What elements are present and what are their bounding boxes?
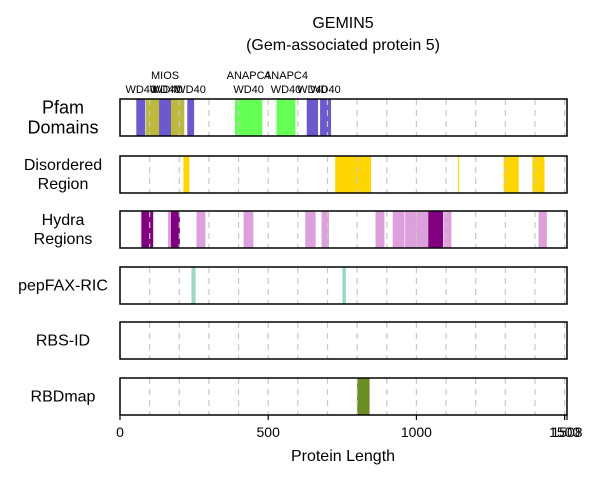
track-frame	[119, 266, 568, 305]
track-segment	[136, 99, 146, 136]
track-segment	[306, 99, 319, 136]
domain-label: WD40	[297, 84, 328, 96]
track-label: RBS-ID	[36, 333, 90, 350]
track-segment	[405, 211, 417, 248]
track-segment	[170, 211, 180, 248]
track-label-line: RBDmap	[31, 389, 96, 406]
track-label-line: Hydra	[42, 212, 85, 229]
track-label: Disordered Region	[24, 157, 102, 193]
track-segment	[168, 211, 171, 248]
domain-label: ANAPC4	[264, 70, 308, 82]
track-segment	[335, 156, 372, 193]
track-segment	[321, 211, 329, 248]
domain-label: WD40	[271, 84, 302, 96]
track-label-line: Pfam	[42, 98, 84, 118]
track-segment	[532, 156, 545, 193]
track-segment	[538, 211, 547, 248]
track-segment	[375, 211, 385, 248]
x-tick-label: 1500	[549, 424, 580, 440]
track-frame	[119, 377, 568, 416]
track-row: Disordered Region	[24, 155, 568, 194]
track-segment	[196, 211, 206, 248]
track-label: Pfam Domains	[27, 98, 98, 138]
domain-label: MIOS	[151, 70, 179, 82]
x-axis-label: Protein Length	[291, 448, 395, 465]
track-segment	[187, 99, 195, 136]
track-row: RBS-ID	[36, 321, 568, 360]
x-tick-label: 0	[116, 424, 124, 440]
track-label: pepFAX-RIC	[18, 278, 108, 295]
domain-label: WD40	[310, 84, 341, 96]
track-segment	[416, 211, 429, 248]
track-frame	[119, 98, 568, 137]
track-label-line: Regions	[34, 231, 93, 248]
track-label-line: Region	[38, 176, 89, 193]
track-segment	[305, 211, 316, 248]
track-segment	[392, 211, 405, 248]
track-segment	[320, 99, 332, 136]
track-row: pepFAX-RIC	[18, 266, 568, 305]
x-tick-label: 500	[257, 424, 281, 440]
track-label-line: RBS-ID	[36, 333, 90, 350]
track-segment	[276, 99, 296, 136]
track-segment	[503, 156, 519, 193]
track-label-line: Disordered	[24, 157, 102, 174]
track-segment	[443, 211, 452, 248]
track-label: RBDmap	[31, 389, 96, 406]
track-segment	[235, 99, 263, 136]
domain-label: WD40	[125, 84, 156, 96]
chart-subtitle: (Gem-associated protein 5)	[246, 37, 440, 54]
track-row: RBDmap	[31, 377, 568, 416]
domain-label: ANAPC4	[227, 70, 271, 82]
track-label: Hydra Regions	[34, 212, 93, 248]
track-segment	[243, 211, 254, 248]
track-segment	[183, 156, 190, 193]
track-frame	[119, 155, 568, 194]
track-segment	[457, 156, 460, 193]
track-frame	[119, 321, 568, 360]
track-label-line: pepFAX-RIC	[18, 278, 108, 295]
track-row: Pfam Domains	[27, 98, 568, 138]
track-segment	[141, 211, 154, 248]
x-tick-label: 1000	[401, 424, 432, 440]
chart-title-group: GEMIN5 (Gem-associated protein 5)	[246, 15, 440, 54]
domain-label: WD40	[150, 84, 181, 96]
domain-label: WD40	[233, 84, 264, 96]
domain-label: WD40	[152, 84, 183, 96]
tracks: Pfam Domains Disordered Region Hydra Regions p…	[18, 98, 568, 416]
track-segment	[342, 267, 346, 304]
track-segment	[428, 211, 444, 248]
track-segment	[357, 378, 370, 415]
track-label-line: Domains	[27, 118, 98, 138]
domain-label: WD40	[175, 84, 206, 96]
track-row: Hydra Regions	[34, 210, 568, 249]
track-segment	[159, 99, 171, 136]
track-frame	[119, 210, 568, 249]
x-tick-label: 1508	[551, 424, 582, 440]
chart-title: GEMIN5	[312, 15, 373, 32]
track-segment	[191, 267, 196, 304]
